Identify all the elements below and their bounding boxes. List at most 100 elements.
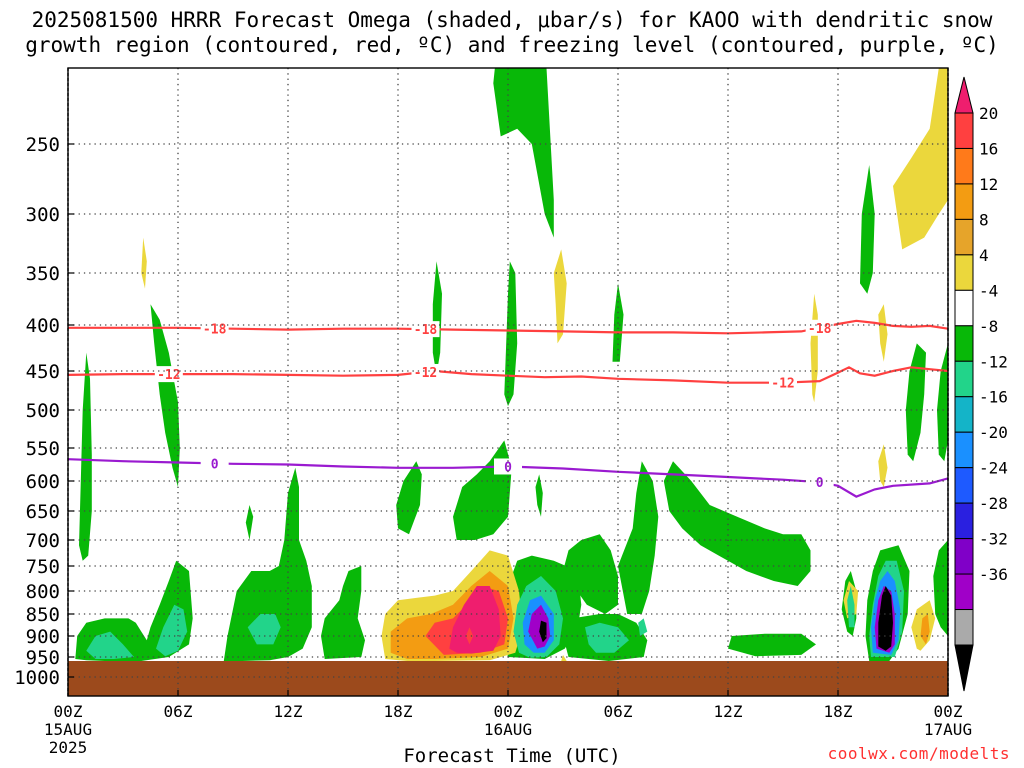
colorbar-bin [954, 112, 974, 149]
dendritic-contour-label: -18 [808, 322, 832, 337]
y-tick-label: 300 [26, 204, 60, 226]
freezing-contour-label: 0 [816, 476, 824, 491]
x-tick-label: 00Z [54, 702, 83, 721]
x-tick-label: 18Z [824, 702, 853, 721]
y-tick-label: 950 [26, 647, 60, 669]
y-tick-label: 400 [26, 315, 60, 337]
omega-region-green-lower-5 [563, 534, 618, 614]
x-tick-label: 12Z [714, 702, 743, 721]
colorbar-label: 8 [979, 210, 989, 229]
omega-region-cyan-small-1 [638, 618, 648, 636]
freezing-contour-label: 0 [211, 457, 219, 472]
colorbar-label: -28 [979, 494, 1008, 513]
y-tick-label: 650 [26, 501, 60, 523]
y-tick-label: 350 [26, 263, 60, 285]
colorbar-bin [954, 573, 974, 611]
omega-region-green-col-1 [79, 352, 92, 561]
freezing-contour-label-bg [200, 455, 229, 472]
colorbar-label: -24 [979, 459, 1008, 478]
chart-title-line-1: 2025081500 HRRR Forecast Omega (shaded, … [31, 8, 993, 32]
colorbar-label: -16 [979, 388, 1008, 407]
omega-region-green-mid-1 [618, 461, 659, 614]
dendritic-contour-label: -12 [414, 366, 437, 381]
colorbar-label: 20 [979, 104, 998, 123]
colorbar-label: -12 [979, 352, 1008, 371]
dendritic-contour-label: -12 [771, 377, 794, 392]
dendritic-contour-label: -12 [157, 368, 180, 383]
dendritic-contour-label-bg [805, 319, 834, 336]
colorbar-bin [954, 183, 974, 220]
y-tick-label: 800 [26, 581, 60, 603]
colorbar-bin [954, 431, 974, 469]
x-axis-label: Forecast Time (UTC) [403, 745, 621, 767]
colorbar-label: -36 [979, 565, 1008, 584]
source-credit: coolwx.com/modelts [827, 744, 1010, 763]
omega-region-green-lower-2 [223, 467, 312, 661]
y-tick-label: 500 [26, 400, 60, 422]
dendritic-contour-line [68, 366, 948, 384]
omega-region-red-lower-2 [465, 627, 474, 645]
omega-region-green-small-2 [535, 474, 543, 517]
dendritic-contour-label: -18 [414, 323, 438, 338]
omega-region-yellow-small-2 [141, 237, 147, 289]
colorbar-bin [954, 396, 974, 433]
colorbar-bin [954, 360, 974, 398]
colorbar-bin [954, 218, 974, 256]
omega-region-yellow-small-1 [878, 444, 888, 487]
omega-region-gray-core-1 [539, 620, 547, 643]
chart-title-line-2: growth region (contoured, red, ºC) and f… [25, 33, 999, 57]
omega-region-cyan-col-1 [847, 586, 855, 628]
y-tick-label: 250 [26, 134, 60, 156]
colorbar-label: 4 [979, 246, 989, 265]
colorbar-bin [954, 502, 974, 540]
colorbar-label: 16 [979, 139, 998, 158]
omega-region-green-col-11 [933, 540, 948, 636]
y-tick-label: 550 [26, 438, 60, 460]
omega-region-yellow-small-3 [561, 654, 567, 661]
colorbar-label: -32 [979, 530, 1008, 549]
x-tick-label: 06Z [164, 702, 193, 721]
dendritic-contour-label-bg [200, 320, 229, 337]
omega-region-black-core-2 [878, 586, 893, 651]
colorbar-bin [954, 289, 974, 327]
x-tick-label: 12Z [274, 702, 303, 721]
colorbar: 20 16 12 8 4 -4 -8 -12 -16 -20 -24 -28 -32 -36 [954, 76, 1008, 692]
omega-region-green-col-3 [396, 461, 422, 535]
freezing-contour-label: 0 [504, 460, 512, 475]
x-tick-year: 2025 [49, 738, 88, 757]
x-tick-label: 00Z [934, 702, 963, 721]
colorbar-label: -4 [979, 281, 998, 300]
omega-region-green-mid-2 [663, 461, 811, 586]
colorbar-bin [954, 467, 974, 504]
x-tick-date: 16AUG [484, 720, 532, 739]
x-tick-date: 15AUG [44, 720, 92, 739]
omega-region-green-col-5 [453, 440, 512, 540]
colorbar-bin [954, 609, 974, 646]
freezing-contour-label-bg [805, 474, 834, 491]
colorbar-label: 12 [979, 175, 998, 194]
omega-region-green-col-9 [905, 343, 926, 462]
x-tick-label: 00Z [494, 702, 523, 721]
colorbar-bin [954, 254, 974, 291]
y-tick-label: 1000 [14, 667, 60, 689]
colorbar-label: -8 [979, 317, 998, 336]
colorbar-bin [954, 538, 974, 575]
omega-region-green-col-10 [937, 343, 948, 462]
y-tick-label: 850 [26, 604, 60, 626]
omega-region-orange-small-1 [920, 614, 930, 645]
grid [68, 68, 948, 696]
omega-region-cyan-lower-1 [86, 631, 134, 659]
omega-region-green-col-2 [150, 304, 180, 487]
y-tick-label: 600 [26, 471, 60, 493]
dendritic-contour-label-bg [154, 366, 183, 383]
dendritic-contour-label-bg [769, 374, 797, 391]
y-tick-label: 900 [26, 626, 60, 648]
omega-region-magenta-core-1 [449, 586, 501, 654]
omega-region-green-col-4 [432, 261, 442, 375]
y-tick-label: 750 [26, 556, 60, 578]
omega-region-green-col-6 [504, 261, 518, 407]
omega-region-green-lower-7 [728, 633, 816, 657]
colorbar-bin [954, 325, 974, 362]
colorbar-down-arrow [954, 644, 974, 692]
